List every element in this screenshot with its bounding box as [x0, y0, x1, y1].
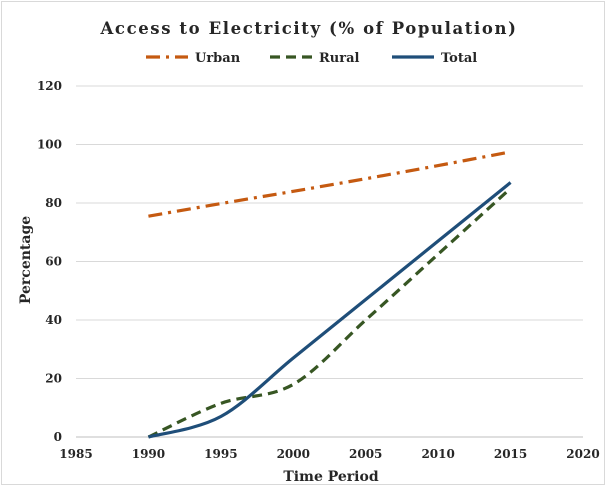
x-tick-label: 2015 [494, 447, 527, 461]
legend-label-urban: Urban [195, 51, 241, 66]
y-tick-label: 0 [54, 430, 62, 444]
gridlines [76, 85, 583, 379]
y-tick-label: 60 [45, 255, 62, 269]
y-tick-label: 100 [37, 138, 62, 152]
x-tick-labels: 1985 1990 1995 2000 2005 2010 2015 2020 [59, 447, 599, 461]
x-tick-label: 2005 [349, 447, 382, 461]
y-tick-label: 20 [45, 372, 62, 386]
x-tick-label: 1995 [204, 447, 237, 461]
legend-label-total: Total [441, 51, 477, 66]
x-tick-label: 2020 [566, 447, 599, 461]
series-line-rural [147, 187, 512, 439]
y-tick-label: 80 [45, 196, 62, 210]
chart-title: Access to Electricity (% of Population) [100, 19, 518, 38]
x-tick-label: 1985 [59, 447, 92, 461]
x-tick-label: 2010 [421, 447, 454, 461]
x-tick-label: 1990 [132, 447, 165, 461]
series-lines [147, 150, 512, 439]
series-line-urban [148, 150, 511, 218]
y-axis-label: Percentage [18, 216, 34, 304]
x-axis-label: Time Period [283, 469, 378, 485]
y-tick-label: 40 [45, 313, 62, 327]
y-tick-label: 120 [37, 79, 62, 93]
legend-label-rural: Rural [319, 51, 360, 66]
x-tick-label: 2000 [277, 447, 310, 461]
y-tick-labels: 0 20 40 60 80 100 120 [37, 79, 62, 444]
legend: Urban Rural Total [146, 51, 477, 66]
series-line-total [147, 181, 512, 439]
